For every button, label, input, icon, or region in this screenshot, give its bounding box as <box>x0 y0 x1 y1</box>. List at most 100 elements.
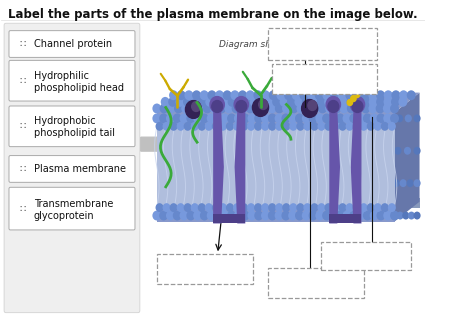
Bar <box>268 28 377 60</box>
Text: phospholipid head: phospholipid head <box>34 83 124 93</box>
Circle shape <box>213 113 222 123</box>
Circle shape <box>308 100 317 111</box>
Circle shape <box>183 97 192 107</box>
Circle shape <box>315 211 324 220</box>
Circle shape <box>362 84 367 90</box>
Circle shape <box>351 95 356 101</box>
Circle shape <box>276 90 285 100</box>
Circle shape <box>198 203 206 212</box>
Circle shape <box>207 211 216 220</box>
Circle shape <box>153 113 161 123</box>
Circle shape <box>184 90 193 100</box>
Circle shape <box>247 211 256 220</box>
Circle shape <box>186 113 195 123</box>
Circle shape <box>185 100 201 118</box>
Circle shape <box>163 122 171 131</box>
Circle shape <box>219 203 227 212</box>
Circle shape <box>254 203 262 212</box>
Circle shape <box>191 97 200 107</box>
Circle shape <box>376 97 385 107</box>
Circle shape <box>153 104 161 113</box>
Circle shape <box>355 92 360 97</box>
Circle shape <box>246 90 255 100</box>
Circle shape <box>347 104 356 113</box>
Circle shape <box>376 104 384 113</box>
Circle shape <box>370 113 379 123</box>
Circle shape <box>295 211 304 220</box>
Circle shape <box>343 113 351 123</box>
Circle shape <box>361 104 370 113</box>
Circle shape <box>360 122 368 131</box>
Circle shape <box>232 104 240 113</box>
Circle shape <box>203 104 212 113</box>
Circle shape <box>368 90 377 100</box>
Circle shape <box>328 100 339 112</box>
Circle shape <box>272 97 281 107</box>
Circle shape <box>184 122 191 131</box>
Circle shape <box>177 122 185 131</box>
Circle shape <box>153 211 161 220</box>
Circle shape <box>220 211 229 220</box>
Bar <box>321 242 410 270</box>
Circle shape <box>280 97 289 107</box>
Circle shape <box>399 90 408 100</box>
Circle shape <box>303 203 311 212</box>
Text: ∷: ∷ <box>19 204 26 214</box>
Polygon shape <box>182 198 419 208</box>
Circle shape <box>261 211 270 220</box>
Circle shape <box>186 211 195 220</box>
Circle shape <box>346 122 354 131</box>
Circle shape <box>369 97 378 107</box>
Circle shape <box>254 211 263 220</box>
Circle shape <box>302 113 311 123</box>
Circle shape <box>332 104 341 113</box>
Circle shape <box>177 90 186 100</box>
Circle shape <box>217 104 226 113</box>
Circle shape <box>193 113 202 123</box>
Circle shape <box>241 113 250 123</box>
Circle shape <box>370 211 379 220</box>
Circle shape <box>223 90 232 100</box>
Circle shape <box>247 113 256 123</box>
Circle shape <box>220 113 229 123</box>
Circle shape <box>331 97 340 107</box>
Circle shape <box>383 104 392 113</box>
Circle shape <box>315 113 324 123</box>
Circle shape <box>296 203 304 212</box>
Circle shape <box>250 97 259 107</box>
Circle shape <box>353 203 361 212</box>
Circle shape <box>300 90 309 100</box>
Circle shape <box>407 90 416 100</box>
Circle shape <box>397 212 404 219</box>
Circle shape <box>404 147 411 155</box>
Circle shape <box>318 203 326 212</box>
Circle shape <box>260 104 269 113</box>
FancyBboxPatch shape <box>9 60 135 101</box>
Circle shape <box>343 211 351 220</box>
Circle shape <box>392 179 400 187</box>
Circle shape <box>346 97 356 107</box>
Circle shape <box>310 203 319 212</box>
Circle shape <box>390 104 399 113</box>
Circle shape <box>198 122 206 131</box>
Circle shape <box>289 122 297 131</box>
Circle shape <box>394 147 401 155</box>
Circle shape <box>173 211 182 220</box>
Text: Hydrophilic: Hydrophilic <box>34 71 89 81</box>
Circle shape <box>234 96 248 112</box>
Circle shape <box>402 212 410 219</box>
Circle shape <box>200 211 209 220</box>
Circle shape <box>388 203 396 212</box>
Circle shape <box>215 90 224 100</box>
Circle shape <box>181 104 190 113</box>
Circle shape <box>399 97 407 107</box>
FancyBboxPatch shape <box>9 156 135 182</box>
Circle shape <box>336 211 345 220</box>
Circle shape <box>413 114 420 122</box>
Circle shape <box>318 104 327 113</box>
Circle shape <box>356 211 365 220</box>
Circle shape <box>213 211 222 220</box>
Circle shape <box>303 122 311 131</box>
Circle shape <box>383 97 392 107</box>
Circle shape <box>338 203 346 212</box>
